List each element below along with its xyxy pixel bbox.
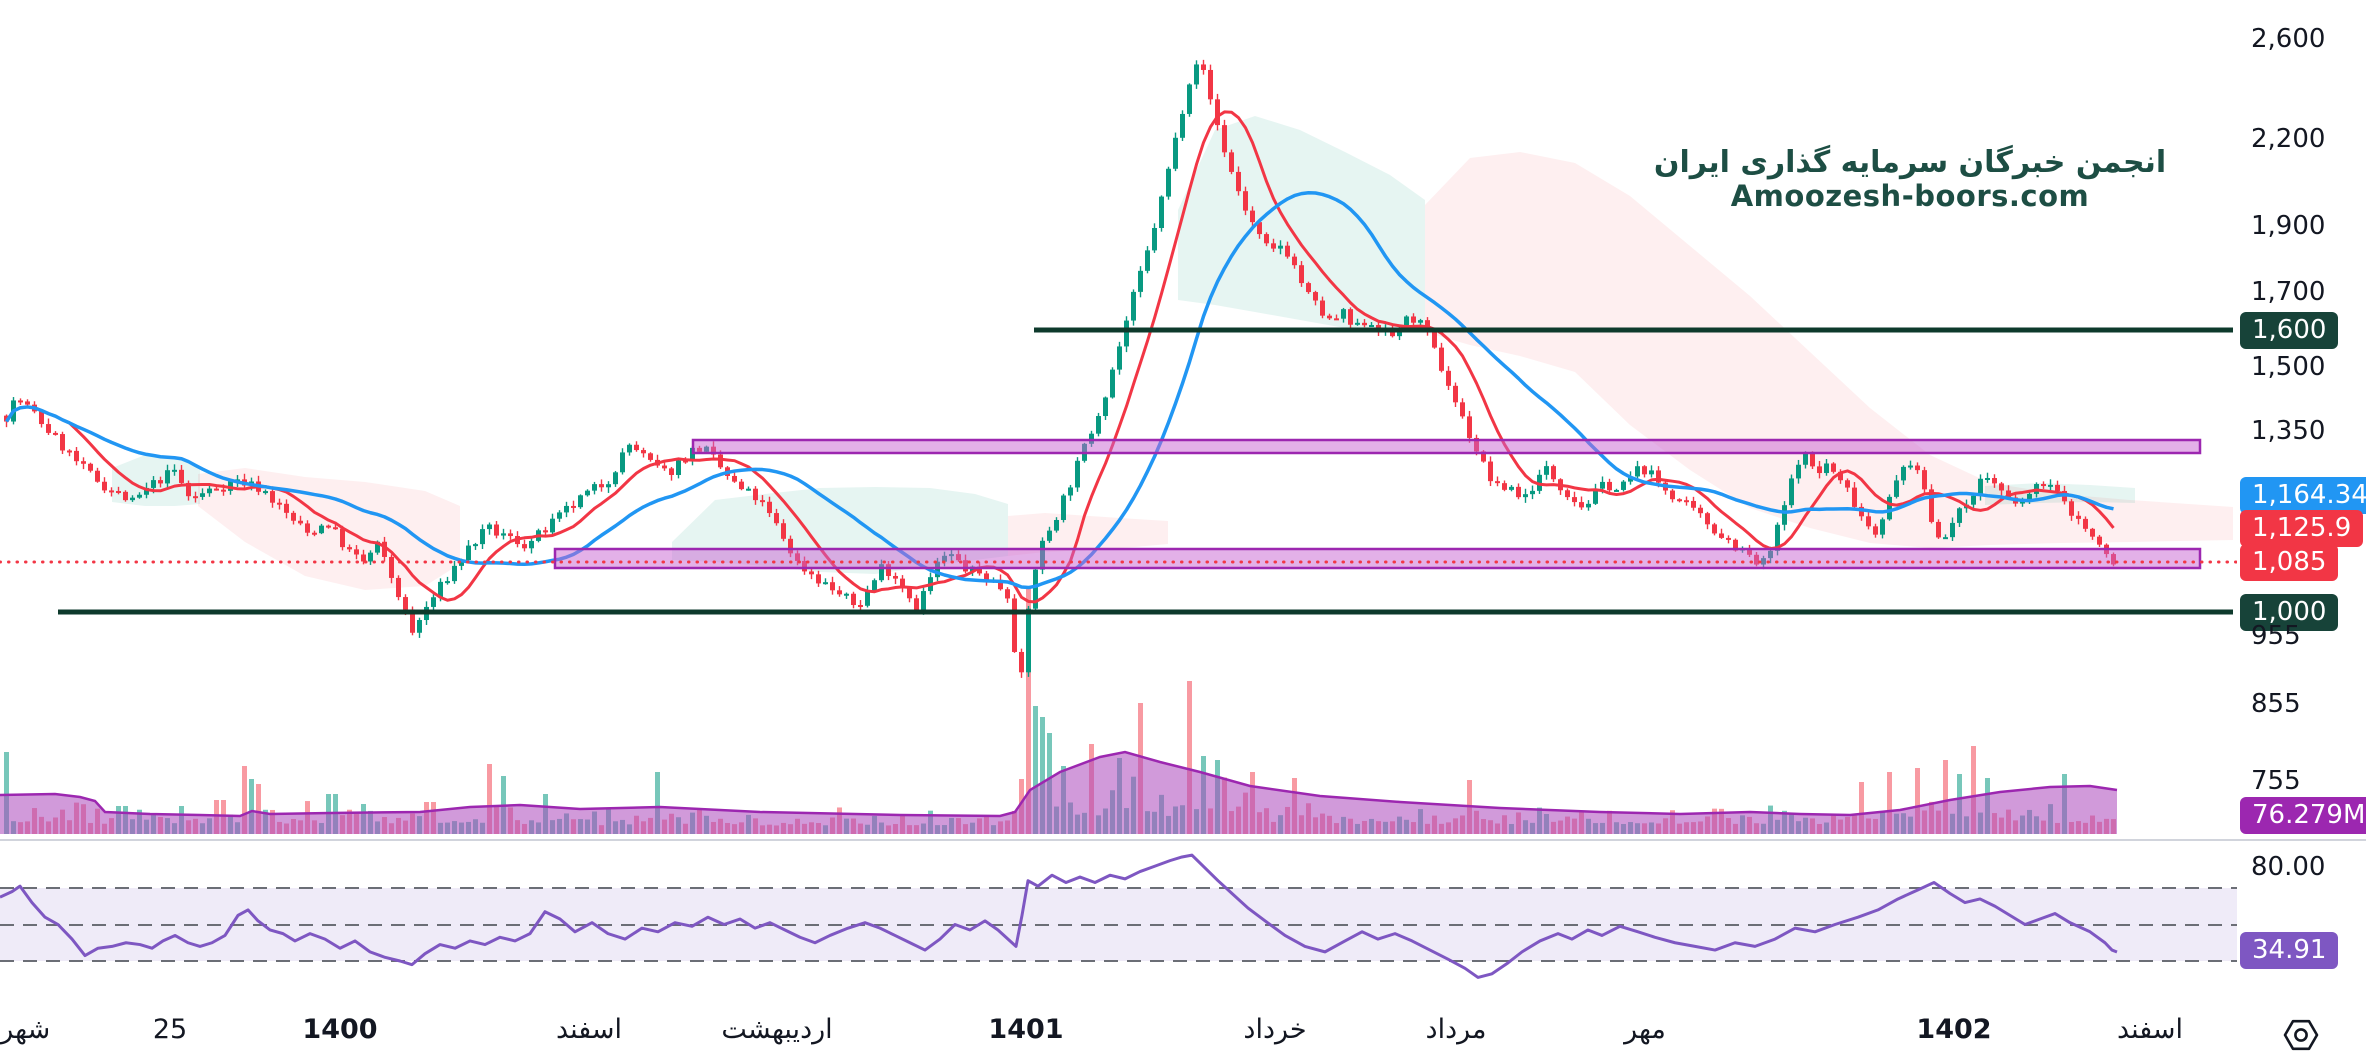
price-badge-violet: 34.91 (2240, 932, 2339, 969)
price-tick-label: 1,350 (2251, 416, 2326, 446)
time-axis[interactable]: شهریور 25 1400 اسفند اردیبهشت 1401 خرداد مرداد م… (0, 1000, 2366, 1058)
price-tick-label: 1,500 (2251, 352, 2326, 382)
price-tick-label: 80.00 (2251, 852, 2326, 882)
volume-ma-area (0, 752, 2117, 834)
price-tick-label: 1,700 (2251, 277, 2326, 307)
time-label-month: اسفند (2116, 1014, 2184, 1045)
ma-slow-line (5, 190, 2114, 590)
time-label-month: اردیبهشت (721, 1014, 833, 1045)
kumo-cloud-green (1178, 116, 1425, 332)
ma-fast-line (5, 110, 2115, 604)
time-label-month: خرداد (1243, 1014, 1307, 1045)
price-badge-blue: 1,164.348 (2240, 477, 2366, 514)
time-label-year: 1400 (302, 1014, 378, 1045)
price-axis[interactable]: 2,600 2,200 1,900 1,700 1,600 1,500 1,350 1,164… (2237, 0, 2366, 1000)
kumo-cloud-pink (1008, 513, 1168, 556)
price-badge-red: 1,125.9 (2240, 510, 2364, 547)
price-badge-red: 1,085 (2240, 544, 2339, 581)
kumo-cloud-pink (1425, 152, 2233, 548)
time-label-month: 25 (152, 1014, 188, 1045)
supply-demand-box-1[interactable] (691, 438, 2202, 455)
time-label-year: 1401 (988, 1014, 1064, 1045)
price-badge-green: 1,000 (2240, 594, 2339, 631)
kumo-cloud-pink (198, 468, 460, 590)
price-tick-label: 855 (2251, 689, 2301, 719)
rsi-line (0, 853, 2118, 979)
price-tick-label: 955 (2251, 621, 2301, 651)
volume-ma-line (0, 750, 2118, 818)
price-tick-label: 2,600 (2251, 24, 2326, 54)
settings-gear-icon[interactable] (2282, 1016, 2320, 1054)
candles (4, 59, 2116, 678)
price-badge-purple: 76.279M (2240, 797, 2366, 834)
rsi-pane[interactable] (0, 853, 2237, 979)
price-tick-label: 755 (2251, 766, 2301, 796)
time-label-month: مهر (1624, 1014, 1666, 1045)
volume-histogram (0, 588, 2118, 834)
time-label-year: 1402 (1916, 1014, 1992, 1045)
pane-separator[interactable] (0, 839, 2366, 841)
price-badge-green: 1,600 (2240, 312, 2339, 349)
time-label-month: مرداد (1425, 1014, 1487, 1045)
time-label-month: شهریور (0, 1014, 51, 1045)
main-pane[interactable] (0, 59, 2237, 834)
time-label-month: اسفند (555, 1014, 623, 1045)
price-tick-label: 2,200 (2251, 124, 2326, 154)
supply-demand-box-2[interactable] (553, 547, 2202, 570)
price-tick-label: 1,900 (2251, 211, 2326, 241)
